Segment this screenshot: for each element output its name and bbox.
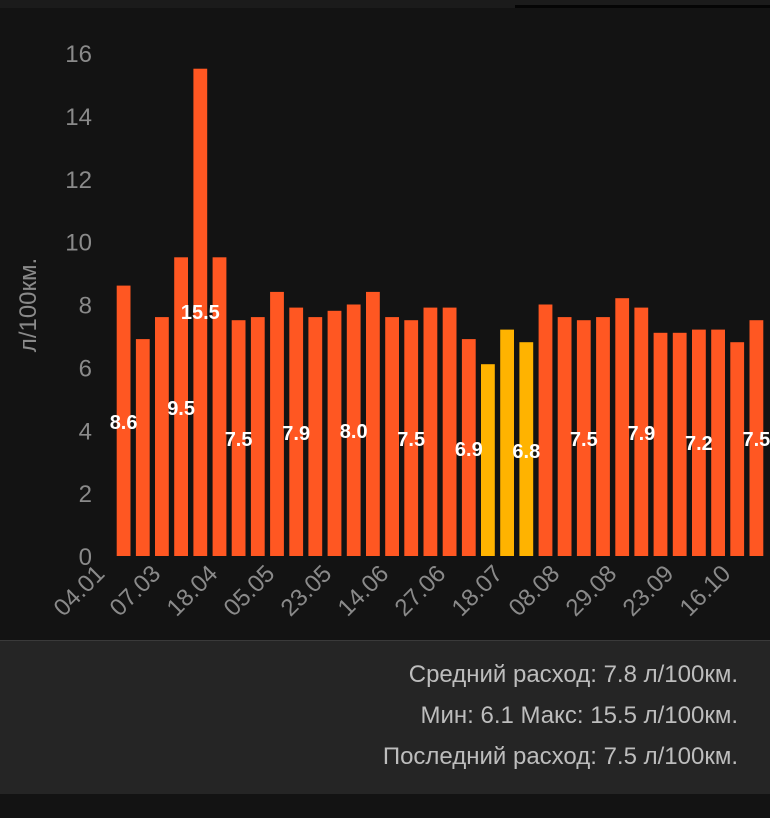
x-tick-label: 05.05 — [219, 560, 281, 622]
data-label: 8.0 — [340, 421, 368, 443]
bar — [538, 304, 553, 556]
bar — [116, 285, 131, 556]
bar — [615, 298, 630, 556]
bar — [730, 342, 745, 556]
data-label: 7.5 — [742, 429, 770, 451]
last-consumption-text: Последний расход: 7.5 л/100км. — [382, 743, 738, 770]
bar — [576, 320, 591, 556]
bar — [711, 329, 725, 556]
data-label: 7.9 — [627, 423, 655, 445]
bar — [461, 339, 476, 556]
bar — [481, 364, 495, 556]
y-tick-label: 12 — [65, 167, 92, 194]
bar — [308, 317, 323, 556]
bar — [346, 304, 361, 556]
bar — [404, 320, 419, 556]
y-tick-label: 8 — [79, 293, 92, 320]
bar — [155, 317, 169, 556]
fuel-consumption-chart: 0 2 4 6 8 10 12 14 16 л/100км. 8.6 9.5 15.5 7.5 7.9 8.0… — [0, 0, 770, 622]
bar — [289, 307, 304, 556]
y-tick-label: 0 — [79, 544, 92, 571]
bottom-strip — [0, 794, 770, 818]
x-tick-label: 23.09 — [618, 560, 680, 622]
y-tick-label: 16 — [65, 41, 92, 68]
x-tick-label: 29.08 — [561, 560, 623, 622]
bar — [135, 339, 150, 556]
x-tick-label: 16.10 — [675, 560, 737, 622]
x-tick-label: 23.05 — [276, 560, 338, 622]
chart-svg: 0 2 4 6 8 10 12 14 16 л/100км. 8.6 9.5 15.5 7.5 7.9 8.0… — [15, 41, 770, 622]
bar — [193, 68, 208, 556]
bar — [231, 320, 246, 556]
bar — [557, 317, 572, 556]
bar — [596, 317, 610, 556]
data-label: 6.9 — [455, 439, 483, 461]
bar — [749, 320, 764, 556]
y-tick-label: 6 — [79, 355, 92, 382]
data-label: 7.5 — [225, 429, 253, 451]
top-bar-divider — [515, 5, 770, 8]
summary-panel: Средний расход: 7.8 л/100км. Мин: 6.1 Ма… — [0, 640, 770, 795]
data-label: 6.8 — [512, 441, 540, 463]
bar — [672, 332, 687, 556]
x-tick-label: 07.03 — [105, 560, 167, 622]
y-tick-label: 4 — [79, 418, 92, 445]
data-label: 15.5 — [181, 302, 220, 324]
average-consumption-text: Средний расход: 7.8 л/100км. — [408, 661, 738, 688]
bar — [270, 291, 284, 556]
data-label: 7.5 — [570, 429, 598, 451]
bar — [442, 307, 457, 556]
x-tick-label: 08.08 — [504, 560, 566, 622]
data-label: 7.2 — [685, 433, 713, 455]
data-label: 7.9 — [282, 423, 310, 445]
y-tick-label: 10 — [65, 230, 92, 257]
data-label: 9.5 — [167, 398, 195, 420]
bar — [366, 291, 380, 556]
data-label: 8.6 — [110, 412, 138, 434]
bar — [212, 257, 227, 556]
y-axis-label: л/100км. — [15, 258, 42, 352]
x-tick-label: 27.06 — [390, 560, 452, 622]
bar — [692, 329, 706, 556]
y-tick-label: 14 — [65, 104, 92, 131]
bar — [634, 307, 649, 556]
bar — [385, 317, 399, 556]
y-tick-label: 2 — [79, 481, 92, 508]
bar — [519, 342, 534, 556]
top-bar — [0, 0, 770, 8]
bar — [423, 307, 438, 556]
bar — [250, 317, 265, 556]
bar — [653, 332, 668, 556]
bar — [500, 329, 514, 556]
data-label: 7.5 — [397, 429, 425, 451]
x-tick-label: 18.07 — [447, 560, 509, 622]
bar — [327, 310, 342, 556]
x-tick-label: 18.04 — [162, 560, 224, 622]
x-tick-label: 14.06 — [333, 560, 395, 622]
min-max-consumption-text: Мин: 6.1 Макс: 15.5 л/100км. — [420, 702, 739, 729]
bar — [174, 257, 188, 556]
